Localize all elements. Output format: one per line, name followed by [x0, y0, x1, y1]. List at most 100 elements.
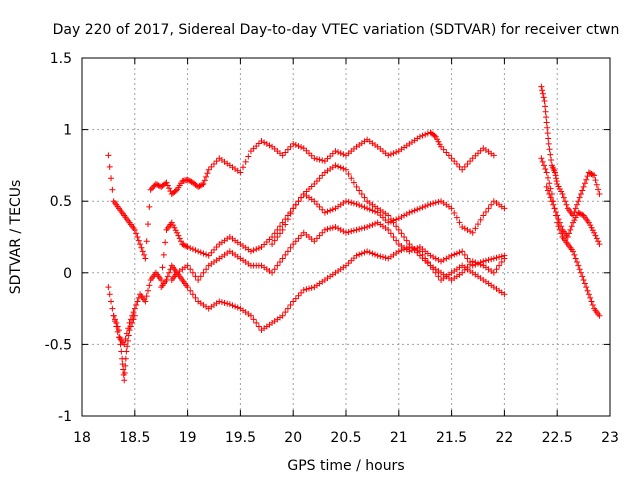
- data-point: [298, 289, 305, 296]
- data-point: [329, 224, 336, 231]
- data-point: [581, 280, 588, 287]
- data-point: [552, 208, 559, 215]
- data-point: [108, 175, 115, 182]
- data-point: [205, 252, 212, 259]
- data-point: [431, 132, 438, 139]
- data-point: [287, 244, 294, 251]
- data-point: [226, 301, 233, 308]
- data-point: [585, 219, 592, 226]
- data-point: [306, 285, 313, 292]
- data-point: [364, 205, 371, 212]
- data-point: [316, 175, 323, 182]
- data-point: [290, 298, 297, 305]
- data-point: [197, 182, 204, 189]
- data-point: [350, 179, 357, 186]
- data-point: [560, 194, 567, 201]
- data-point: [361, 204, 368, 211]
- data-point: [587, 222, 594, 229]
- data-point: [204, 170, 211, 177]
- data-point: [292, 295, 299, 302]
- data-point: [496, 254, 503, 261]
- data-point: [550, 201, 557, 208]
- data-point: [255, 245, 262, 252]
- data-point: [445, 152, 452, 159]
- data-point: [544, 187, 551, 194]
- data-point: [179, 241, 186, 248]
- data-point: [427, 201, 434, 208]
- data-point: [110, 312, 117, 319]
- data-point: [152, 181, 159, 188]
- data-point: [356, 202, 363, 209]
- data-point: [572, 214, 579, 221]
- data-point: [414, 245, 421, 252]
- data-point: [321, 226, 328, 233]
- data-point: [189, 246, 196, 253]
- data-point: [183, 243, 190, 250]
- data-point: [588, 298, 595, 305]
- data-point: [122, 362, 129, 369]
- data-point: [435, 273, 442, 280]
- data-point: [148, 185, 155, 192]
- plot-frame: [81, 57, 611, 417]
- data-point: [475, 150, 481, 157]
- data-point: [134, 298, 141, 305]
- data-point: [200, 269, 207, 276]
- data-point: [548, 198, 555, 205]
- data-point: [166, 185, 173, 192]
- data-point: [195, 183, 202, 190]
- data-point: [546, 191, 553, 198]
- data-point: [345, 228, 352, 235]
- data-point: [553, 178, 560, 185]
- data-point: [141, 251, 148, 258]
- data-point: [435, 256, 442, 263]
- data-point: [398, 213, 405, 220]
- data-point: [369, 207, 376, 214]
- data-point: [345, 260, 352, 267]
- data-point: [427, 252, 434, 259]
- data-point: [160, 251, 167, 258]
- data-point: [596, 312, 603, 319]
- data-point: [488, 201, 495, 208]
- data-point: [192, 294, 199, 301]
- data-point: [332, 162, 339, 169]
- data-point: [477, 216, 484, 223]
- data-point: [131, 305, 138, 312]
- data-point: [448, 252, 455, 259]
- data-point: [366, 206, 373, 213]
- data-point: [137, 241, 144, 248]
- data-point: [556, 186, 563, 193]
- data-point: [358, 203, 365, 210]
- data-point: [585, 291, 592, 298]
- data-point: [250, 316, 257, 323]
- data-point: [138, 244, 145, 251]
- data-point: [543, 119, 550, 126]
- data-point: [416, 205, 423, 212]
- data-point: [187, 178, 194, 185]
- data-point: [130, 309, 137, 316]
- data-point: [118, 348, 125, 355]
- data-point: [131, 226, 138, 233]
- data-point: [348, 228, 355, 235]
- data-point: [319, 206, 326, 213]
- data-point: [166, 269, 173, 276]
- y-tick-label: -1: [58, 409, 72, 425]
- data-point: [295, 235, 302, 242]
- data-point: [345, 198, 352, 205]
- data-point: [543, 183, 550, 190]
- data-point: [589, 171, 596, 178]
- data-point: [266, 236, 273, 243]
- data-point: [274, 234, 281, 240]
- data-point: [199, 181, 206, 188]
- data-point: [438, 143, 445, 150]
- data-point: [327, 207, 334, 214]
- data-point: [545, 135, 552, 142]
- data-point: [583, 284, 590, 291]
- data-point: [581, 180, 588, 187]
- data-point: [298, 194, 305, 201]
- data-point: [472, 152, 479, 159]
- data-point: [459, 223, 466, 230]
- data-point: [329, 150, 336, 157]
- data-point: [287, 302, 294, 309]
- data-point: [379, 254, 386, 261]
